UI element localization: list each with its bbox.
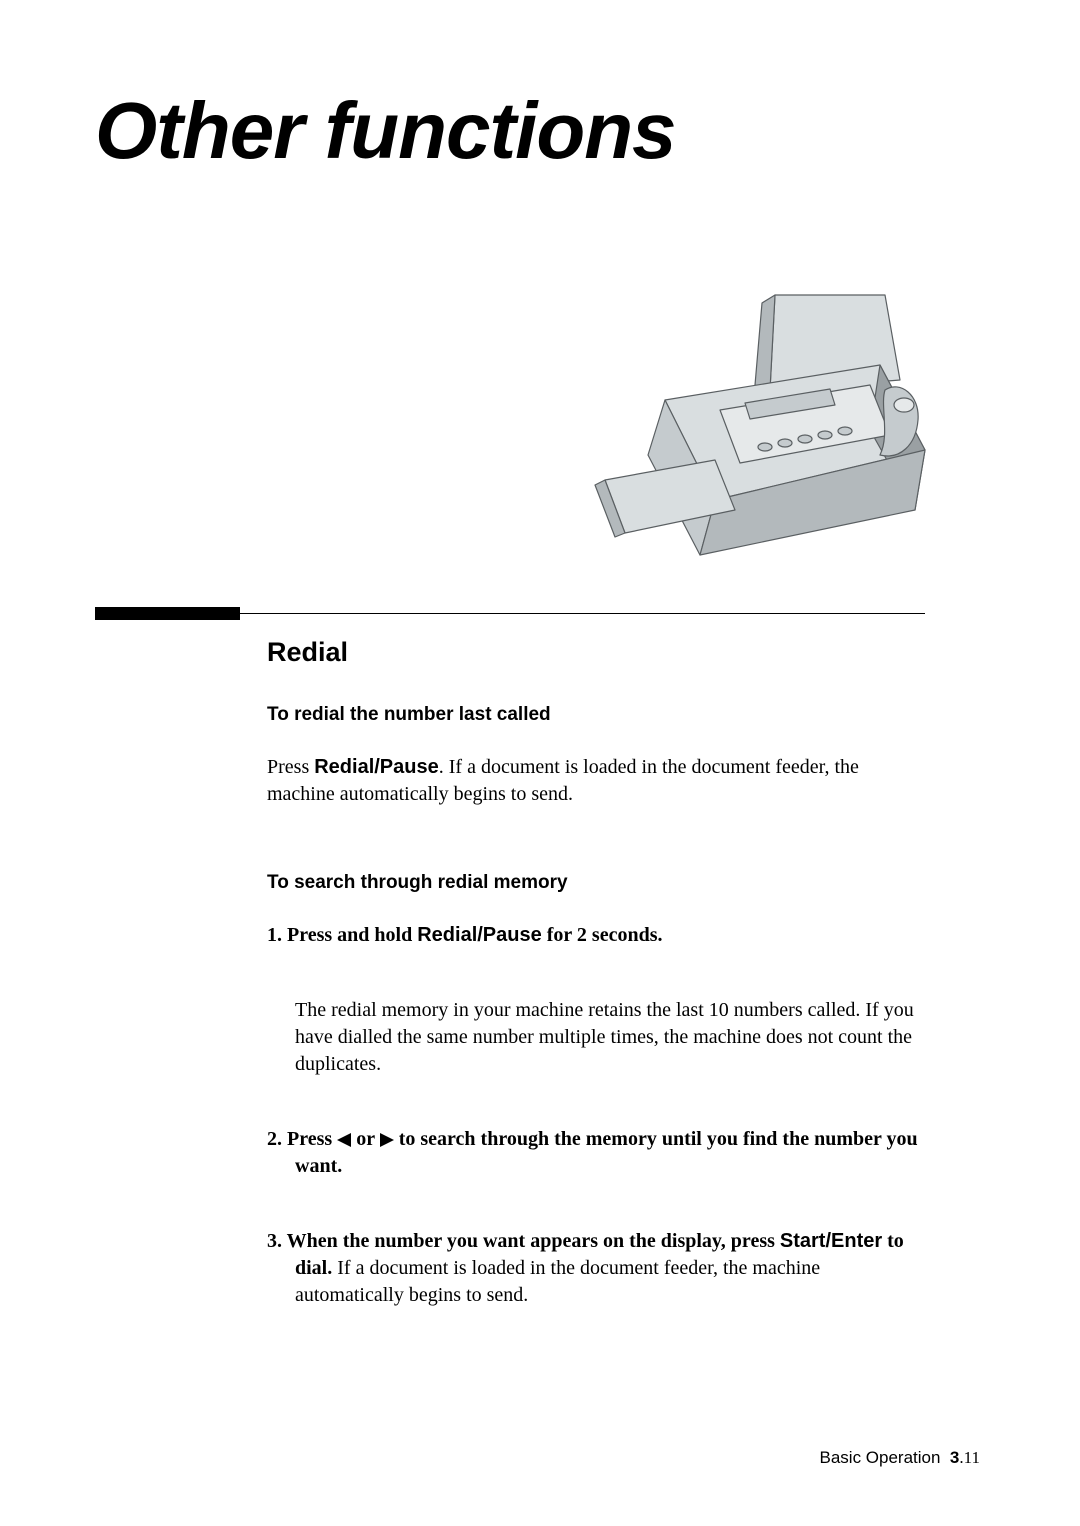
step-lead: Press: [287, 1128, 337, 1150]
step-tail: for 2 seconds.: [542, 924, 663, 946]
button-label-start-enter: Start/Enter: [780, 1230, 882, 1252]
arrow-right-icon: [380, 1133, 394, 1147]
footer-label: Basic Operation: [820, 1448, 941, 1467]
section-heading-redial: Redial: [267, 637, 927, 668]
step-2: 2. Press or to search through the memory…: [267, 1126, 927, 1180]
arrow-left-icon: [337, 1133, 351, 1147]
subsection-redial-memory: To search through redial memory: [267, 872, 927, 894]
step-3: 3. When the number you want appears on t…: [267, 1228, 927, 1309]
footer-page: .11: [959, 1448, 980, 1467]
footer-chapter: 3: [950, 1448, 959, 1467]
button-label-redial-pause: Redial/Pause: [314, 756, 439, 778]
text: Press: [267, 756, 314, 778]
page-footer: Basic Operation 3.11: [820, 1448, 981, 1468]
step-lead: Press and hold: [287, 924, 417, 946]
step-tail: If a document is loaded in the document …: [295, 1257, 820, 1306]
step-number: 1.: [267, 924, 287, 946]
printer-illustration: [570, 285, 945, 570]
page-title: Other functions: [95, 85, 985, 177]
step-1: 1. Press and hold Redial/Pause for 2 sec…: [267, 922, 927, 949]
para-redial-last: Press Redial/Pause. If a document is loa…: [267, 754, 927, 808]
button-label-redial-pause: Redial/Pause: [417, 924, 542, 946]
step-mid: or: [351, 1128, 380, 1150]
step-number: 3.: [267, 1230, 287, 1252]
step-number: 2.: [267, 1128, 287, 1150]
subsection-redial-last: To redial the number last called: [267, 704, 927, 726]
step-1-body: The redial memory in your machine retain…: [267, 997, 927, 1078]
step-lead: When the number you want appears on the …: [287, 1230, 780, 1252]
